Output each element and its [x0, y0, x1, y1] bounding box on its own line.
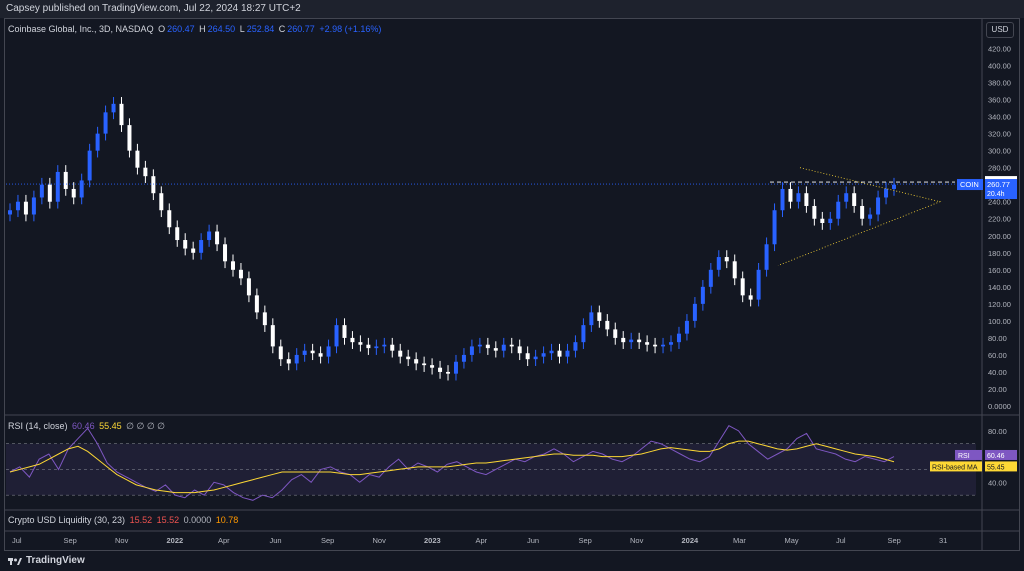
rsi-ma-value: 55.45 [99, 421, 122, 431]
rsi-extras: ∅ ∅ ∅ ∅ [126, 421, 166, 431]
rsi-label: RSI (14, close) [8, 421, 68, 431]
high-label: H [199, 24, 206, 34]
liquidity-label: Crypto USD Liquidity (30, 23) [8, 515, 126, 525]
change-value: +2.98 (+1.16%) [319, 24, 382, 34]
footer-bar [0, 551, 1024, 571]
low-label: L [239, 24, 245, 34]
open-label: O [158, 24, 166, 34]
currency-button[interactable]: USD [986, 22, 1014, 38]
liquidity-v2: 15.52 [156, 515, 180, 525]
liquidity-v4: 10.78 [215, 515, 239, 525]
liquidity-v3: 0.0000 [183, 515, 212, 525]
high-value: 264.50 [207, 24, 236, 34]
publish-header: Capsey published on TradingView.com, Jul… [0, 0, 1024, 18]
publisher-text: Capsey published on TradingView.com, Jul… [6, 3, 301, 14]
close-label: C [278, 24, 286, 34]
symbol-label: Coinbase Global, Inc., 3D, NASDAQ [8, 24, 154, 34]
footer-brand: TradingView [26, 555, 85, 566]
price-legend: Coinbase Global, Inc., 3D, NASDAQ O 260.4… [8, 24, 383, 34]
open-value: 260.47 [167, 24, 195, 34]
rsi-legend: RSI (14, close) 60.46 55.45 ∅ ∅ ∅ ∅ [8, 421, 167, 432]
chart-frame[interactable] [4, 18, 1020, 551]
tradingview-icon [8, 557, 22, 565]
close-value: 260.77 [287, 24, 315, 34]
low-value: 252.84 [246, 24, 275, 34]
rsi-value: 60.46 [72, 421, 95, 431]
liquidity-v1: 15.52 [129, 515, 153, 525]
tradingview-logo: TradingView [8, 555, 85, 566]
liquidity-legend: Crypto USD Liquidity (30, 23) 15.52 15.5… [8, 515, 240, 525]
